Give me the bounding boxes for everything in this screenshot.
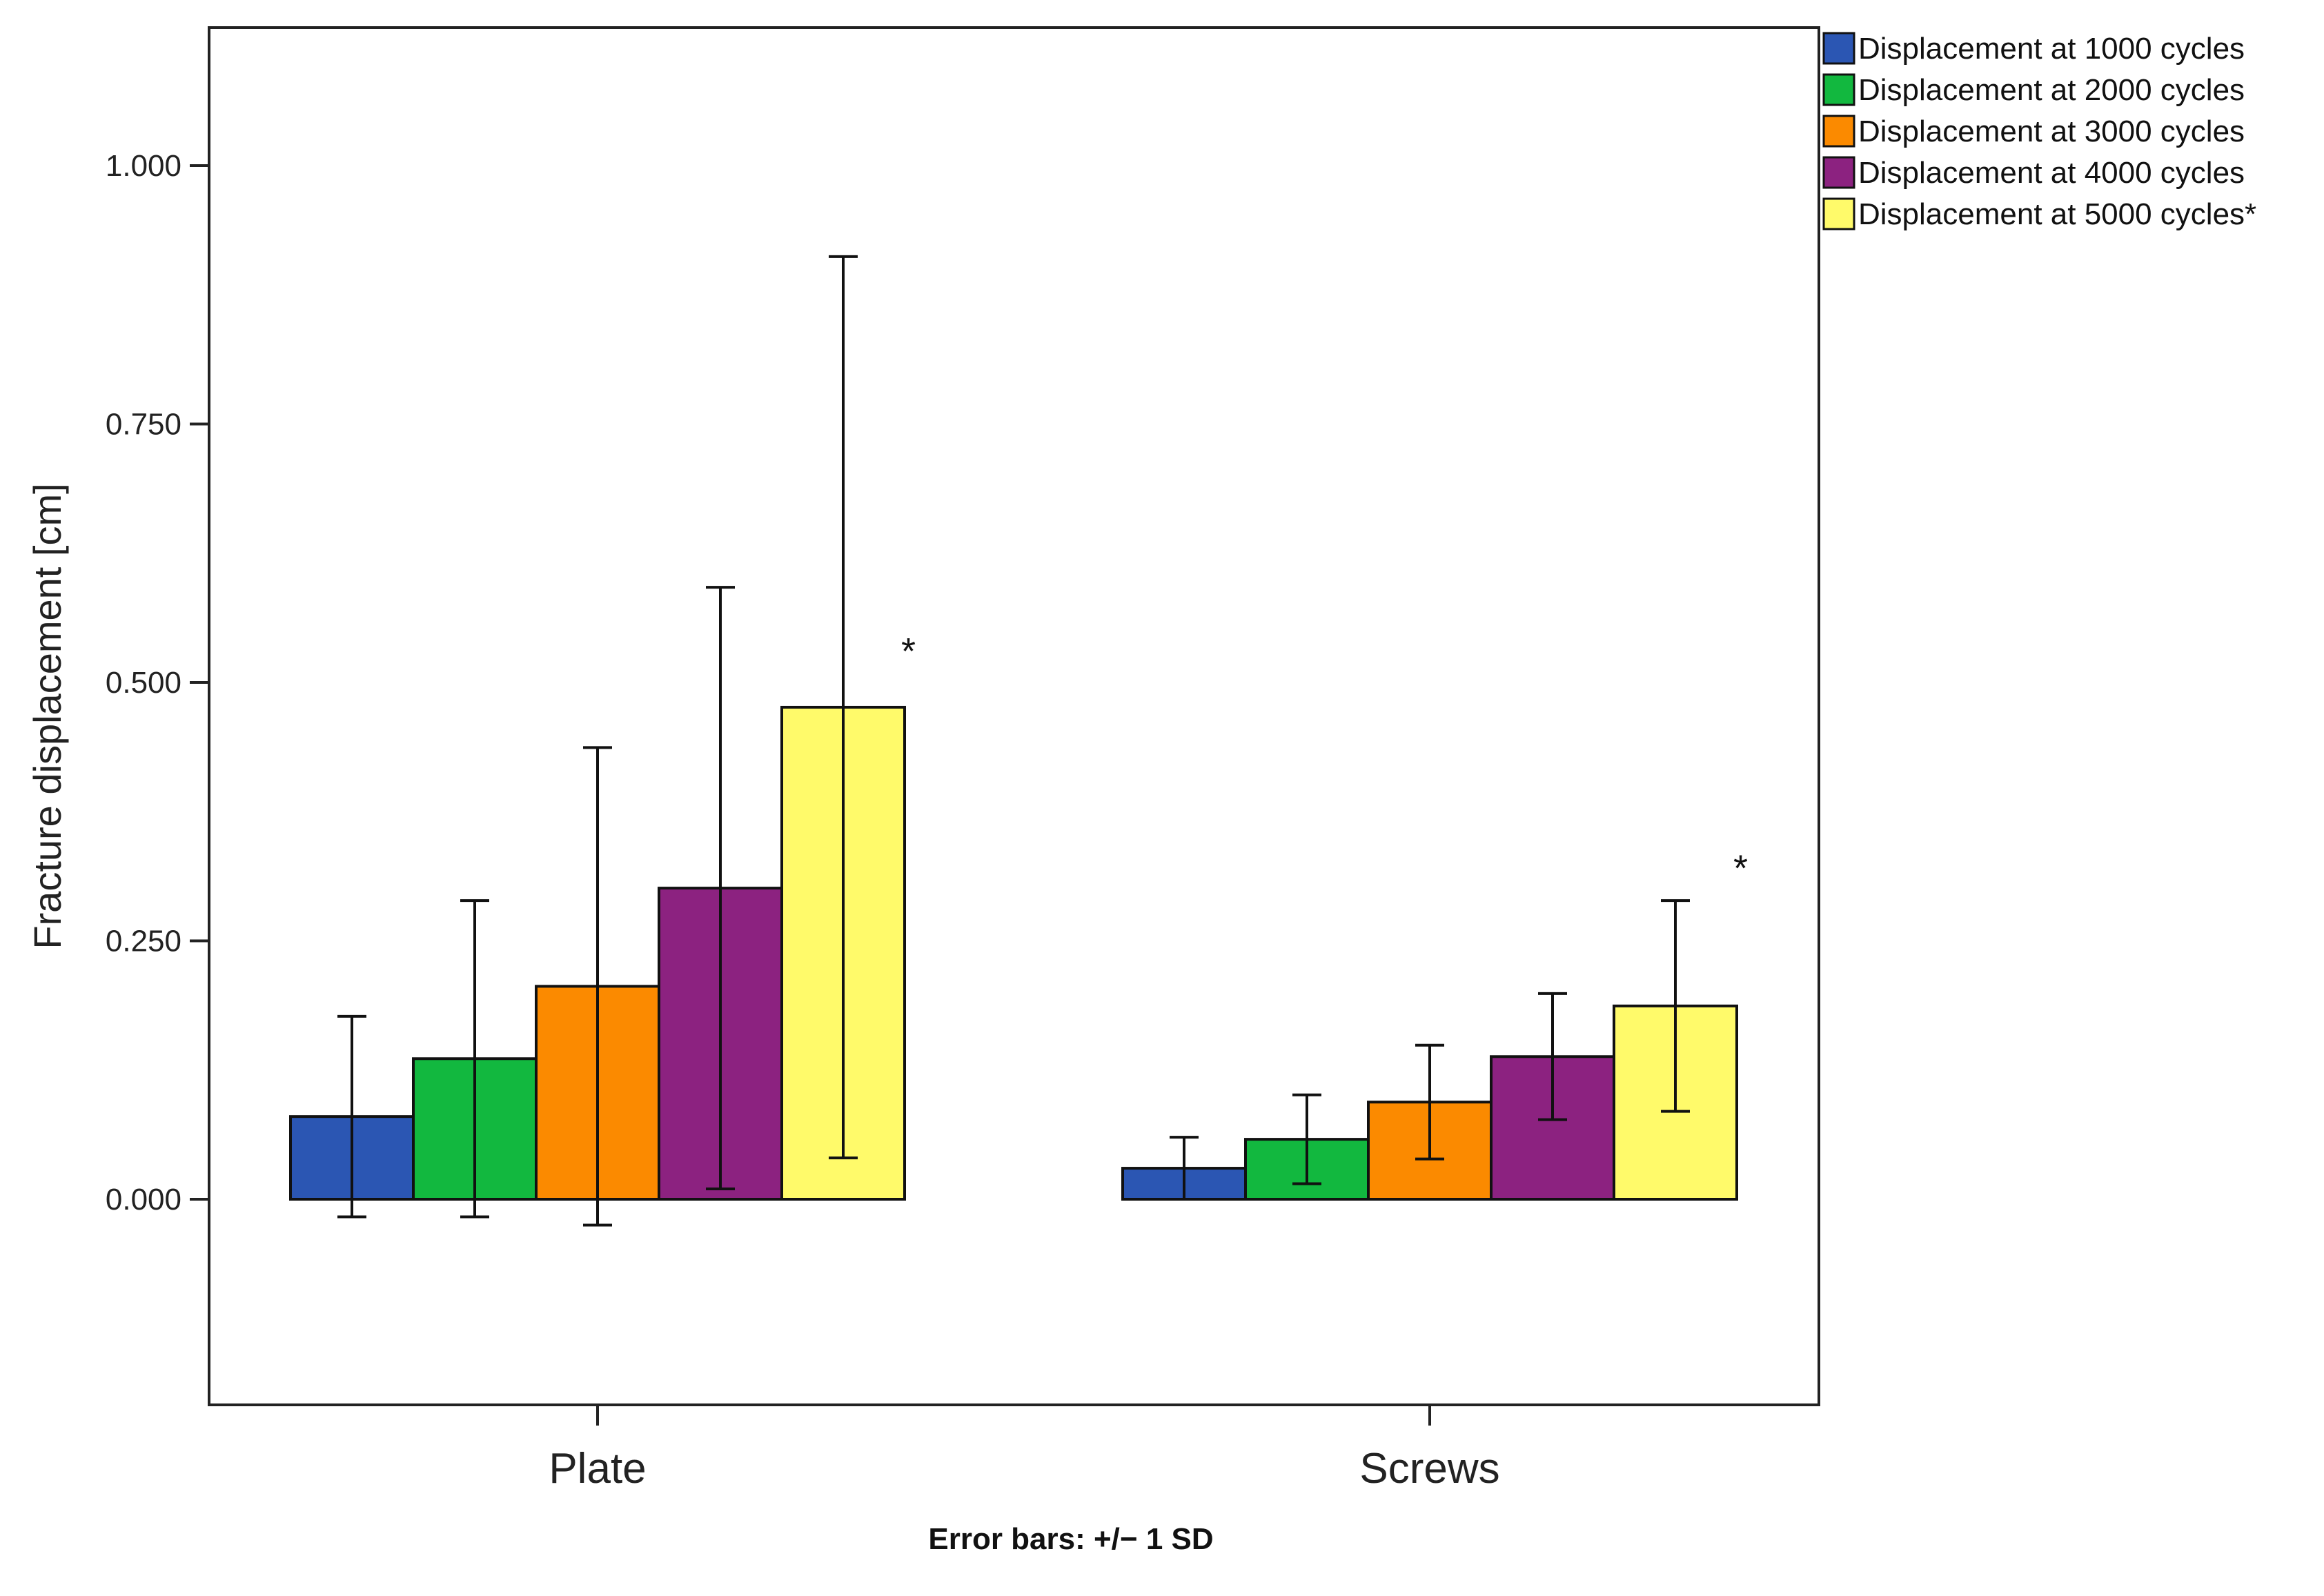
legend-swatch bbox=[1822, 197, 1855, 230]
y-tick-label: 0.500 bbox=[106, 666, 181, 700]
error-bar bbox=[1170, 1136, 1199, 1201]
y-tick-label: 0.250 bbox=[106, 925, 181, 958]
legend-item: Displacement at 4000 cycles bbox=[1822, 156, 2245, 190]
x-category-label: Screws bbox=[1359, 1445, 1499, 1492]
error-bar bbox=[1415, 1043, 1444, 1161]
significance-star: * bbox=[1733, 848, 1748, 889]
plot-frame bbox=[208, 26, 1820, 1406]
error-bar bbox=[460, 899, 489, 1219]
significance-star: * bbox=[901, 631, 916, 672]
error-bar bbox=[829, 255, 858, 1160]
legend-label: Displacement at 3000 cycles bbox=[1858, 115, 2245, 148]
legend-label: Displacement at 5000 cycles* bbox=[1858, 197, 2256, 231]
y-tick-label: 1.000 bbox=[106, 149, 181, 183]
legend: Displacement at 1000 cycles Displacement … bbox=[1822, 32, 2256, 231]
y-tick-label: 0.750 bbox=[106, 408, 181, 442]
error-bar bbox=[706, 586, 735, 1191]
legend-label: Displacement at 4000 cycles bbox=[1858, 156, 2245, 190]
x-category-label: Plate bbox=[549, 1445, 646, 1492]
legend-swatch bbox=[1822, 156, 1855, 189]
x-axis: Plate Screws bbox=[549, 1405, 1500, 1492]
y-axis-title: Fracture displacement [cm] bbox=[26, 483, 69, 949]
y-tick-label: 0.000 bbox=[106, 1183, 181, 1216]
legend-item: Displacement at 3000 cycles bbox=[1822, 115, 2245, 148]
legend-item: Displacement at 2000 cycles bbox=[1822, 73, 2245, 107]
error-bars bbox=[337, 255, 1690, 1227]
legend-label: Displacement at 1000 cycles bbox=[1858, 32, 2245, 66]
error-bar bbox=[1538, 992, 1567, 1121]
error-bars-note: Error bars: +/− 1 SD bbox=[928, 1522, 1213, 1556]
error-bar bbox=[1661, 899, 1690, 1113]
y-axis: 0.000 0.250 0.500 0.750 1.000 bbox=[106, 149, 209, 1216]
error-bar bbox=[583, 746, 612, 1227]
significance-markers: ** bbox=[901, 631, 1748, 889]
legend-label: Displacement at 2000 cycles bbox=[1858, 73, 2245, 107]
legend-item: Displacement at 5000 cycles* bbox=[1822, 197, 2256, 231]
error-bar bbox=[1292, 1093, 1321, 1185]
bars bbox=[289, 705, 1738, 1201]
legend-swatch bbox=[1822, 73, 1855, 106]
legend-swatch bbox=[1822, 32, 1855, 65]
legend-swatch bbox=[1822, 115, 1855, 148]
legend-item: Displacement at 1000 cycles bbox=[1822, 32, 2245, 66]
error-bar bbox=[337, 1014, 366, 1219]
